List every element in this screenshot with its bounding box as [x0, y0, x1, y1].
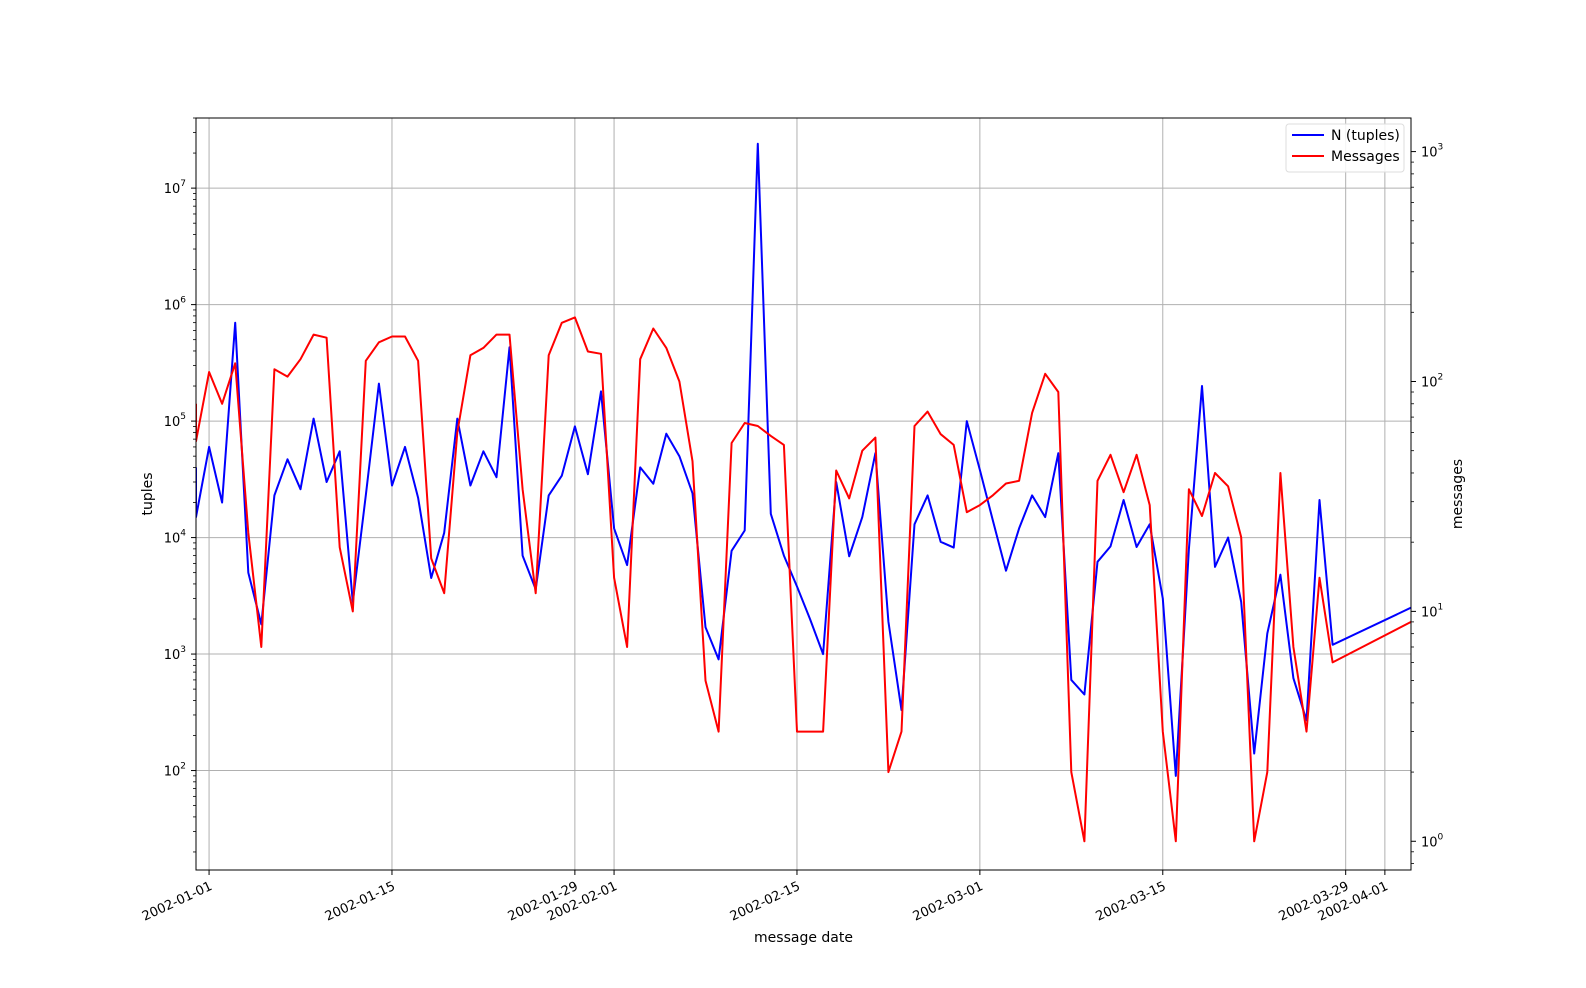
- legend-label-messages: Messages: [1331, 149, 1400, 165]
- y2-axis-title: messages: [1450, 459, 1466, 529]
- legend: N (tuples) Messages: [1285, 123, 1405, 173]
- grid: [196, 118, 1411, 870]
- y-axis-title: tuples: [140, 472, 156, 515]
- series-layer: [196, 142, 1411, 843]
- series-line-messages: [196, 316, 1411, 843]
- legend-label-tuples: N (tuples): [1331, 128, 1400, 144]
- plot-frame: [195, 117, 1412, 871]
- x-axis-title: message date: [754, 930, 853, 946]
